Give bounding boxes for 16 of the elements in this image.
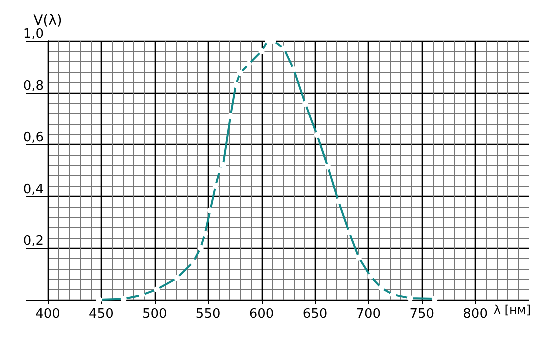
x-tick-label: 600 bbox=[249, 307, 274, 322]
y-tick-label: 0,4 bbox=[23, 182, 44, 198]
x-tick-label: 750 bbox=[410, 307, 435, 322]
y-axis-title: V(λ) bbox=[34, 13, 62, 30]
x-tick-label: 450 bbox=[89, 307, 114, 322]
y-tick-label: 0,6 bbox=[23, 130, 44, 146]
x-tick-label: 400 bbox=[36, 307, 60, 322]
x-tick-label: 500 bbox=[142, 307, 168, 322]
y-tick-label: 0,2 bbox=[23, 234, 44, 250]
x-tick-label: 650 bbox=[302, 307, 328, 322]
y-tick-label: 1,0 bbox=[23, 27, 44, 42]
x-tick-label: 700 bbox=[356, 307, 382, 322]
y-tick-label: 0,8 bbox=[23, 78, 44, 94]
x-tick-label: 800 bbox=[463, 307, 488, 322]
x-axis-title: λ [нм] bbox=[494, 303, 532, 317]
x-tick-label: 550 bbox=[196, 307, 221, 322]
